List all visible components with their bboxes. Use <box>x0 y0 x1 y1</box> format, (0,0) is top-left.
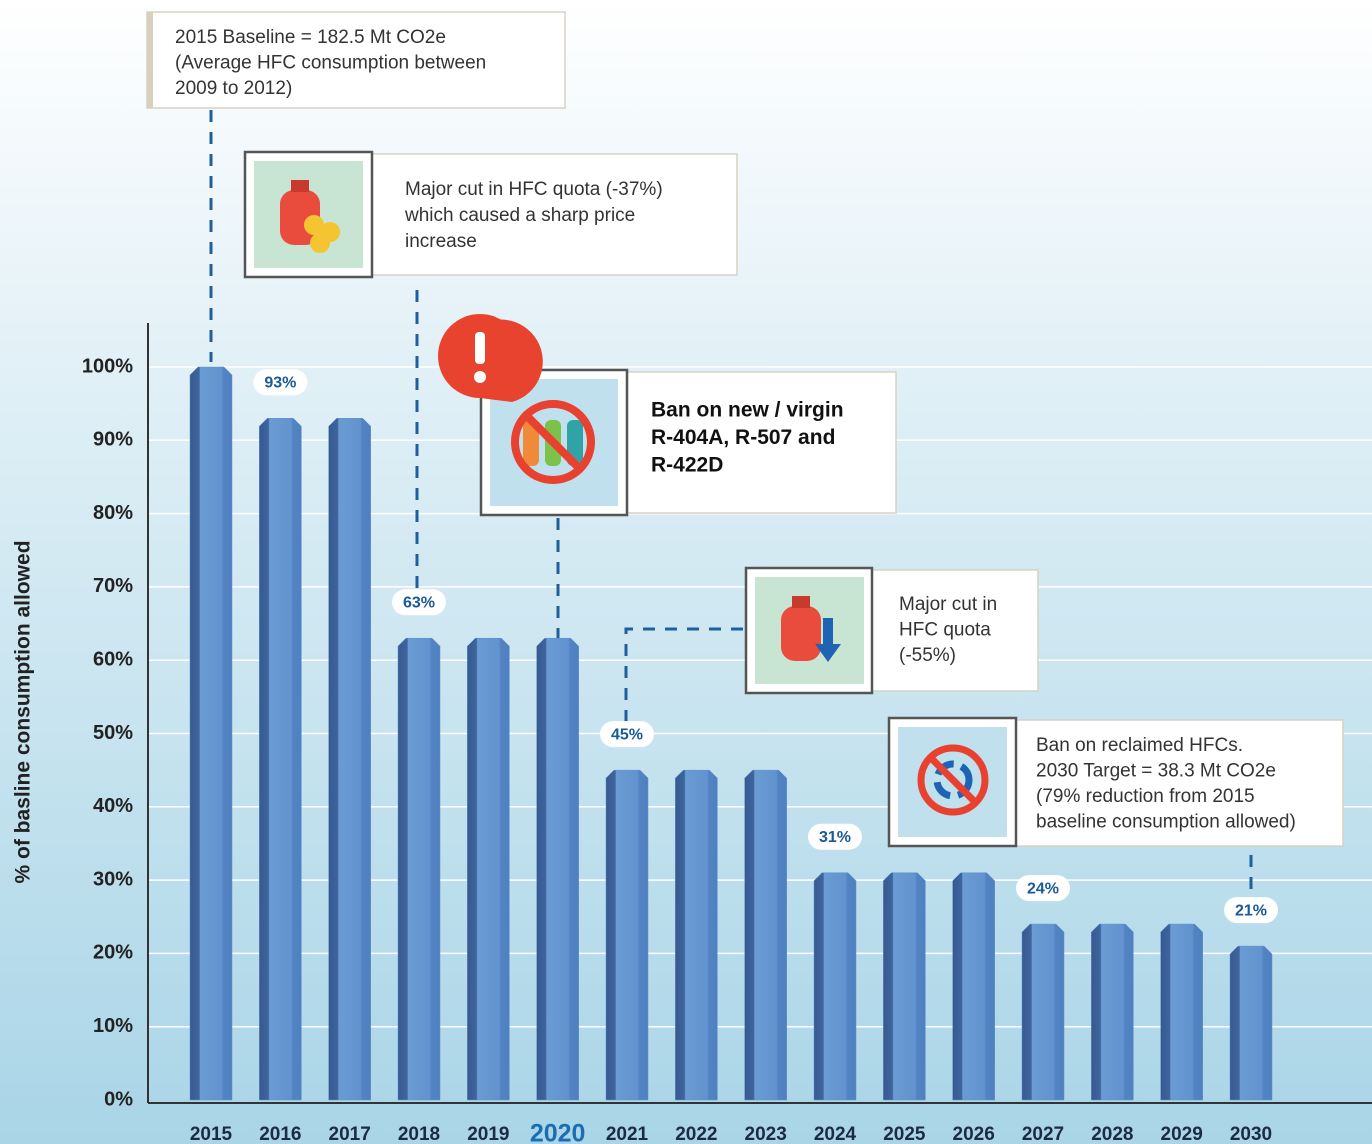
bar <box>190 367 232 1100</box>
annotation-text: (79% reduction from 2015 <box>1036 786 1255 807</box>
x-tick-label: 2018 <box>398 1124 440 1144</box>
annotation-text: 2015 Baseline = 182.5 Mt CO2e <box>175 27 446 48</box>
y-tick-label: 20% <box>93 942 133 964</box>
icon-cylinder <box>781 606 821 661</box>
x-tick-label: 2020 <box>530 1120 586 1144</box>
annotation-text: R-404A, R-507 and <box>651 426 835 449</box>
annotation-text: R-422D <box>651 454 723 477</box>
value-label: 63% <box>403 594 435 611</box>
y-tick-label: 50% <box>93 722 133 744</box>
alert-mark <box>474 371 486 383</box>
x-tick-label: 2026 <box>953 1124 995 1144</box>
x-tick-label: 2019 <box>467 1124 509 1144</box>
y-tick-label: 0% <box>104 1088 133 1110</box>
annotation-text: increase <box>405 231 477 252</box>
bar <box>1091 924 1133 1100</box>
bar <box>398 638 440 1100</box>
y-tick-label: 70% <box>93 575 133 597</box>
value-label: 21% <box>1235 902 1267 919</box>
bar <box>883 873 925 1100</box>
bar <box>1161 924 1203 1100</box>
chart: % of basline consumption allowed <box>0 0 1372 1144</box>
annotation-text: (Average HFC consumption between <box>175 53 486 74</box>
bar <box>1022 924 1064 1100</box>
annotation-text: which caused a sharp price <box>404 205 635 226</box>
bar <box>1230 946 1272 1100</box>
x-tick-label: 2022 <box>675 1124 717 1144</box>
y-tick-label: 40% <box>93 795 133 817</box>
annotation-text: HFC quota <box>899 620 991 641</box>
x-tick-label: 2024 <box>814 1124 857 1144</box>
x-tick-label: 2016 <box>259 1124 301 1144</box>
annotation-text: (-55%) <box>899 645 956 666</box>
icon-valve <box>291 180 309 192</box>
y-tick-label: 30% <box>93 868 133 890</box>
x-tick-label: 2023 <box>745 1124 787 1144</box>
value-label: 31% <box>819 829 851 846</box>
x-tick-label: 2017 <box>329 1124 371 1144</box>
alert-mark <box>475 332 485 364</box>
annotation-text: Major cut in <box>899 594 997 615</box>
value-label: 24% <box>1027 880 1059 897</box>
bar <box>259 418 301 1100</box>
x-tick-label: 2021 <box>606 1124 649 1144</box>
annotation-text: 2030 Target = 38.3 Mt CO2e <box>1036 761 1276 782</box>
value-label: 45% <box>611 726 643 743</box>
annotation-text: Ban on new / virgin <box>651 399 844 422</box>
bar <box>745 770 787 1100</box>
y-tick-label: 80% <box>93 502 133 524</box>
icon-coin <box>310 233 330 253</box>
x-tick-label: 2015 <box>190 1124 233 1144</box>
y-tick-label: 100% <box>82 355 133 377</box>
y-tick-label: 10% <box>93 1015 133 1037</box>
bar <box>467 638 509 1100</box>
x-tick-label: 2030 <box>1230 1124 1272 1144</box>
bar <box>329 418 371 1100</box>
annotation-text: baseline consumption allowed) <box>1036 812 1296 833</box>
value-label: 93% <box>264 375 296 392</box>
icon-valve <box>792 596 810 608</box>
x-tick-label: 2025 <box>883 1124 926 1144</box>
bar <box>537 638 579 1100</box>
x-tick-label: 2028 <box>1091 1124 1133 1144</box>
y-tick-label: 90% <box>93 429 133 451</box>
annotation-text: Major cut in HFC quota (-37%) <box>405 179 663 200</box>
y-axis-label: % of basline consumption allowed <box>12 540 35 883</box>
annotation-text: 2009 to 2012) <box>175 78 292 99</box>
bar <box>675 770 717 1100</box>
x-tick-label: 2027 <box>1022 1124 1064 1144</box>
bar <box>606 770 648 1100</box>
annotation-text: Ban on reclaimed HFCs. <box>1036 735 1243 756</box>
box-accent <box>147 12 153 108</box>
x-tick-label: 2029 <box>1161 1124 1203 1144</box>
bar <box>814 873 856 1100</box>
bar <box>953 873 995 1100</box>
y-tick-label: 60% <box>93 648 133 670</box>
